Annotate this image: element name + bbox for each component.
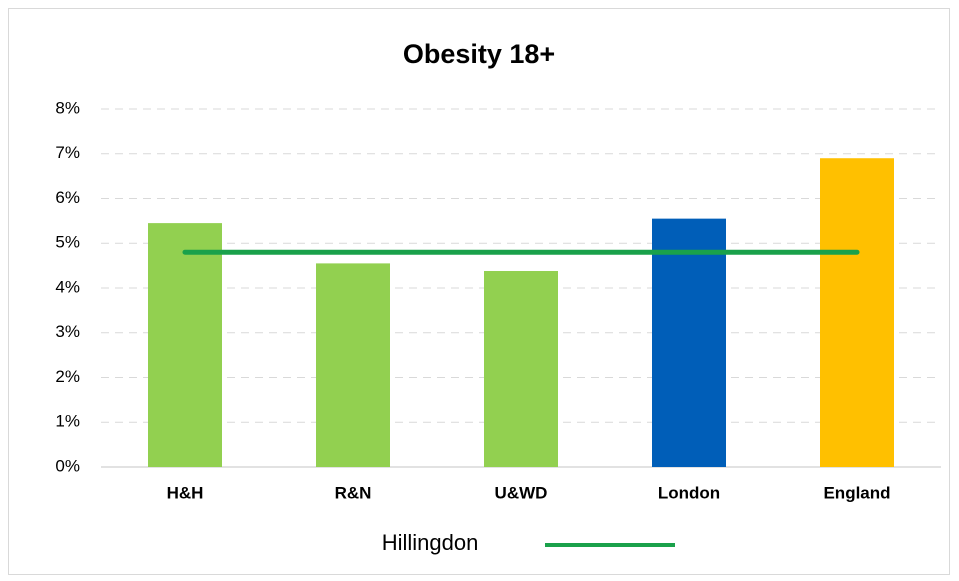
y-tick-label: 6%	[55, 188, 80, 207]
x-tick-label: U&WD	[495, 483, 548, 502]
y-tick-label: 7%	[55, 143, 80, 162]
bar	[484, 270, 558, 467]
bar	[652, 218, 726, 467]
y-tick-label: 4%	[55, 277, 80, 296]
y-tick-label: 5%	[55, 233, 80, 252]
x-tick-label: R&N	[335, 483, 372, 502]
bar	[148, 223, 222, 467]
y-tick-label: 1%	[55, 412, 80, 431]
legend-label: Hillingdon	[382, 530, 479, 555]
y-tick-label: 2%	[55, 367, 80, 386]
y-tick-label: 8%	[55, 98, 80, 117]
bar	[316, 263, 390, 467]
x-tick-label: England	[823, 483, 890, 502]
bar	[820, 158, 894, 467]
y-tick-label: 0%	[55, 456, 80, 475]
x-tick-label: London	[658, 483, 720, 502]
chart-title: Obesity 18+	[403, 39, 555, 69]
x-tick-label: H&H	[167, 483, 204, 502]
y-tick-label: 3%	[55, 322, 80, 341]
